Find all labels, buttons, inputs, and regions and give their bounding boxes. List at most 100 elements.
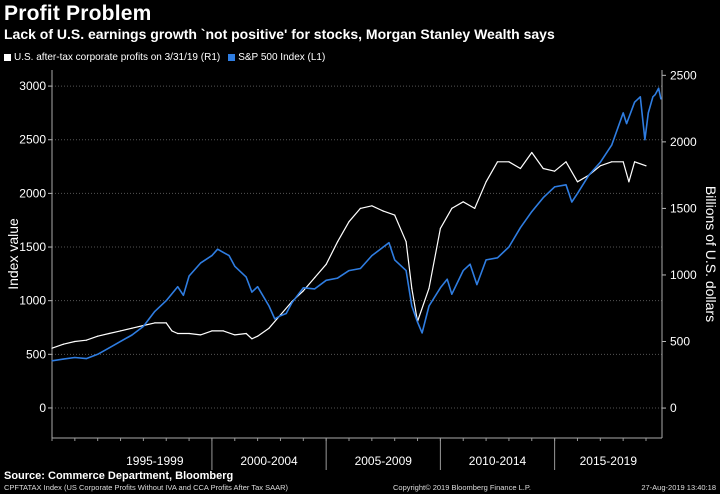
point-profits [462,201,464,203]
point-sp500 [291,302,293,304]
point-sp500 [131,334,133,336]
point-sp500 [188,275,190,277]
grid-layer [52,85,662,409]
point-sp500 [469,263,471,265]
x-tick-label: 2015-2019 [580,454,638,468]
point-sp500 [279,315,282,317]
point-profits [165,322,167,324]
point-sp500 [222,251,224,253]
right-tick-label: 2000 [670,135,697,149]
legend-swatch-profits [4,54,11,61]
right-tick-label: 1000 [670,268,697,282]
legend-swatch-sp500 [228,54,236,61]
copyright-note: Copyright© 2019 Bloomberg Finance L.P. [393,483,531,492]
point-sp500 [599,161,601,163]
point-sp500 [234,265,236,267]
point-sp500 [382,246,384,248]
series-line-sp500 [51,87,662,362]
point-sp500 [634,101,636,103]
point-sp500 [274,318,276,320]
point-sp500 [508,246,510,248]
point-sp500 [97,353,99,355]
point-sp500 [496,257,499,259]
point-sp500 [257,286,259,288]
point-sp500 [217,248,219,250]
right-axis-title: Billions of U.S. dollars [703,186,719,322]
point-sp500 [652,96,654,98]
point-sp500 [405,270,407,272]
point-profits [97,335,99,337]
point-sp500 [245,276,247,278]
left-tick-label: 1500 [19,240,46,254]
left-tick-label: 3000 [19,79,46,93]
point-sp500 [531,211,533,213]
point-profits [211,330,213,332]
point-profits [628,181,630,183]
point-profits [394,214,396,216]
series-line-profits [51,151,647,349]
point-profits [485,181,487,183]
left-tick-label: 1000 [19,294,46,308]
point-sp500 [314,288,316,290]
left-axis-title: Index value [5,218,21,290]
legend-item-sp500: S&P 500 Index (L1) [228,52,325,63]
x-tick-label: 2010-2014 [469,454,527,468]
point-profits [565,161,567,163]
point-sp500 [394,259,396,261]
point-profits [382,210,384,212]
series-layer [51,87,662,362]
point-sp500 [658,87,660,89]
point-sp500 [576,192,579,194]
legend-label-profits: U.S. after-tax corporate profits on 3/31… [14,52,221,63]
point-sp500 [647,112,649,114]
point-profits [371,205,373,207]
point-sp500 [476,284,478,286]
point-profits [74,340,76,343]
point-profits [108,332,110,335]
point-sp500 [439,287,441,289]
point-sp500 [211,255,213,257]
point-sp500 [268,305,270,307]
point-sp500 [337,277,339,279]
point-sp500 [199,262,202,264]
point-profits [251,338,253,340]
point-sp500 [626,123,628,125]
point-sp500 [108,347,110,349]
point-sp500 [421,332,423,334]
right-tick-label: 0 [670,401,677,415]
point-sp500 [462,270,464,272]
point-profits [337,241,339,243]
point-sp500 [451,293,453,295]
point-sp500 [348,270,350,272]
point-profits [62,343,64,345]
point-profits [554,170,556,172]
point-profits [411,287,413,289]
point-sp500 [485,259,487,261]
point-profits [645,165,647,167]
point-profits [171,330,173,332]
index-note: CPFTATAX Index (US Corporate Profits Wit… [4,483,288,492]
right-tick-label: 2500 [670,68,697,82]
point-profits [451,207,453,209]
point-profits [622,161,624,163]
point-profits [154,322,156,324]
point-sp500 [371,255,373,257]
point-sp500 [644,139,646,141]
point-profits [348,221,350,223]
left-tick-label: 2500 [19,133,46,147]
point-profits [268,327,270,329]
point-sp500 [51,360,53,362]
point-sp500 [416,321,419,323]
point-profits [519,167,522,170]
point-sp500 [119,340,122,342]
point-profits [576,181,579,183]
point-sp500 [571,201,573,203]
point-profits [302,290,304,292]
point-sp500 [622,112,624,114]
point-profits [199,334,202,336]
point-profits [496,161,499,163]
x-tick-label: 2000-2004 [240,454,298,468]
point-profits [51,347,53,349]
point-sp500 [62,358,64,360]
